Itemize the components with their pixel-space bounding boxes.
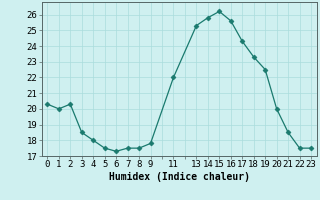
X-axis label: Humidex (Indice chaleur): Humidex (Indice chaleur): [109, 172, 250, 182]
